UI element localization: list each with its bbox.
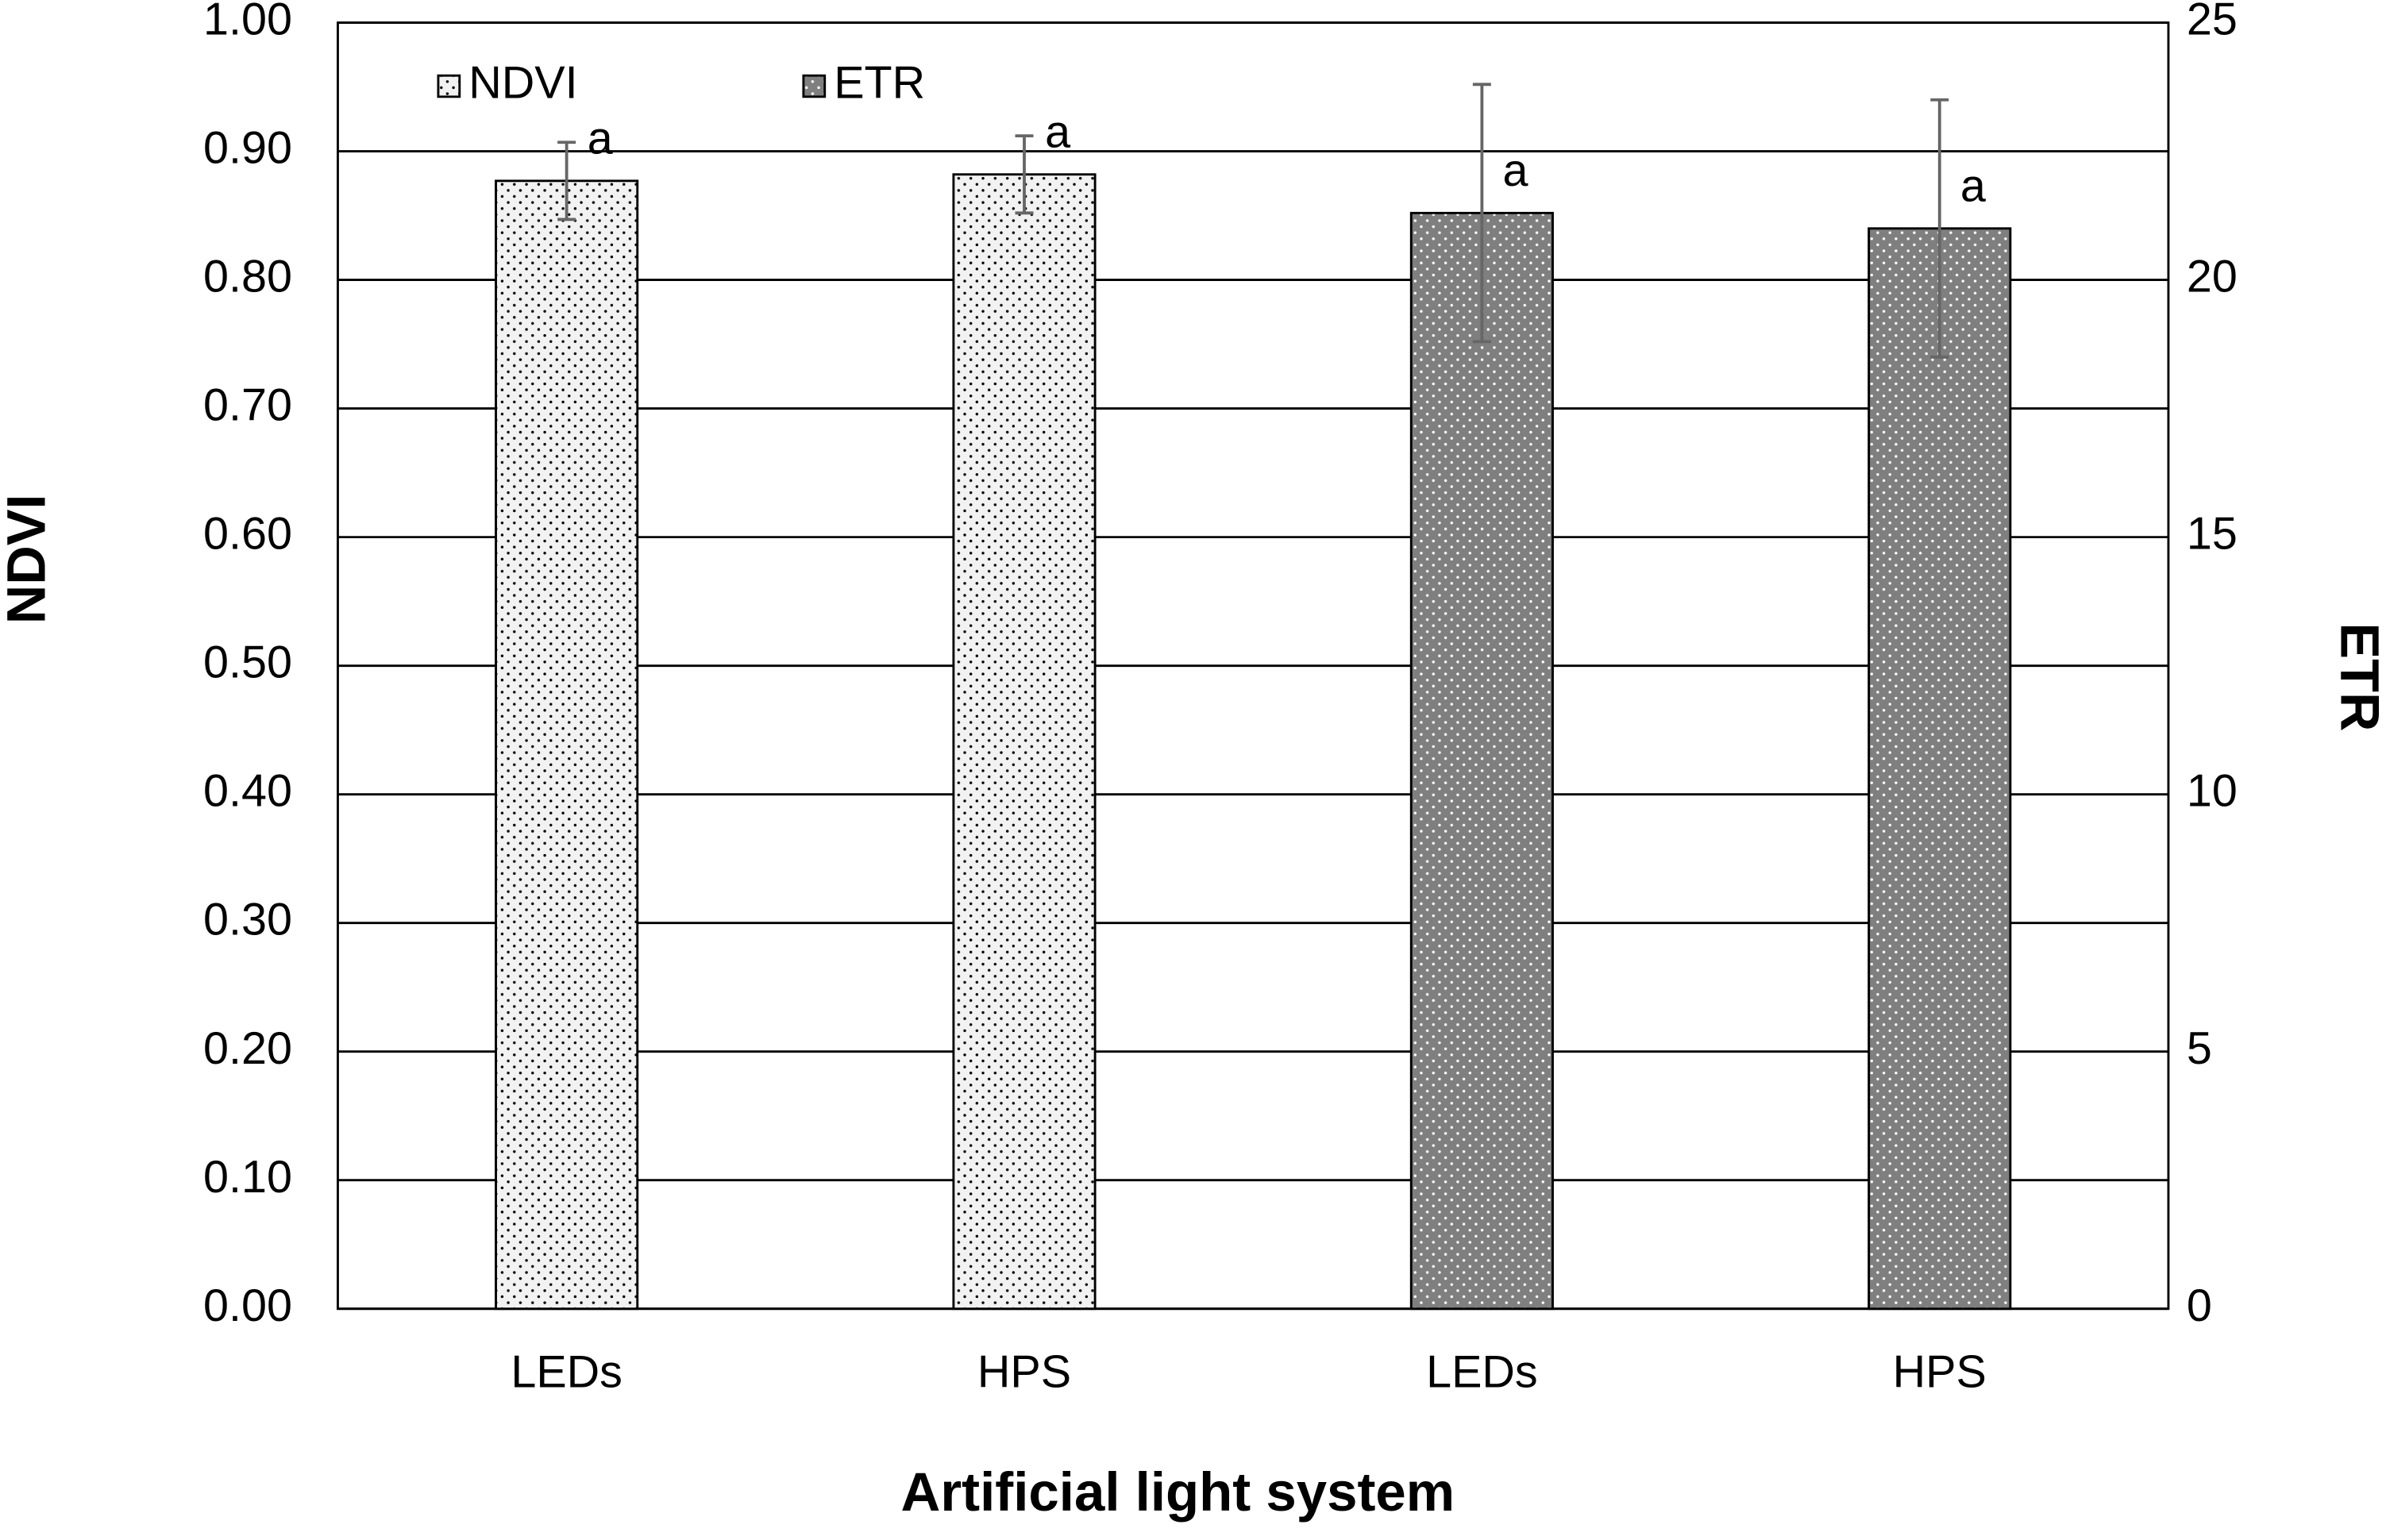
y-axis-title: NDVI [0, 495, 57, 625]
bar [495, 179, 639, 1311]
plot-frame [337, 21, 2170, 1311]
data-label: a [1503, 145, 1528, 196]
legend-swatch [437, 74, 461, 98]
bar [1868, 227, 2012, 1311]
y2-tick-label: 15 [2187, 509, 2238, 560]
data-label: a [1960, 161, 1986, 212]
data-label: a [1045, 106, 1070, 157]
y2-tick-label: 25 [2187, 0, 2238, 45]
y-tick-label: 0.80 [203, 252, 292, 302]
y-tick-label: 0.50 [203, 637, 292, 688]
data-label: a [588, 114, 613, 164]
legend-swatch [802, 74, 827, 98]
x-tick-label: HPS [977, 1347, 1071, 1398]
bar [952, 173, 1097, 1311]
x-axis-title: Artificial light system [901, 1461, 1455, 1523]
x-tick-label: LEDs [511, 1347, 623, 1398]
legend-label: NDVI [468, 58, 577, 109]
y-tick-label: 0.30 [203, 895, 292, 945]
y2-tick-label: 5 [2187, 1023, 2212, 1074]
bar [1409, 211, 1554, 1311]
y-tick-label: 0.20 [203, 1023, 292, 1074]
y-tick-label: 0.10 [203, 1152, 292, 1203]
x-tick-label: HPS [1893, 1347, 1987, 1398]
legend-label: ETR [834, 58, 925, 109]
y-tick-label: 0.70 [203, 380, 292, 431]
y2-tick-label: 0 [2187, 1280, 2212, 1331]
y2-axis-title: ETR [2329, 622, 2386, 731]
y-tick-label: 0.40 [203, 766, 292, 817]
x-tick-label: LEDs [1426, 1347, 1538, 1398]
y-tick-label: 1.00 [203, 0, 292, 45]
y-tick-label: 0.60 [203, 509, 292, 560]
y-tick-label: 0.00 [203, 1280, 292, 1331]
y2-tick-label: 10 [2187, 766, 2238, 817]
y2-tick-label: 20 [2187, 252, 2238, 302]
y-tick-label: 0.90 [203, 123, 292, 174]
